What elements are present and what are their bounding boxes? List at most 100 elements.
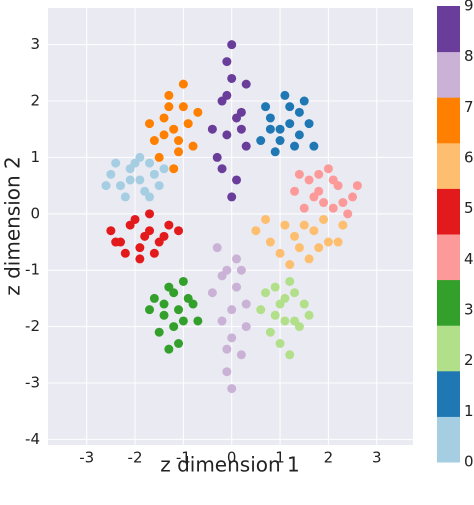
point	[290, 288, 300, 298]
point	[159, 113, 169, 123]
x-tick-label: -1	[176, 449, 191, 467]
point	[328, 175, 338, 185]
point	[261, 288, 271, 298]
colorbar-segment	[437, 370, 460, 417]
point	[159, 299, 169, 309]
point	[261, 102, 271, 112]
point	[207, 124, 217, 134]
point	[314, 186, 324, 196]
colorbar-tick-label: 9	[464, 0, 474, 15]
point	[212, 243, 222, 253]
point	[338, 220, 348, 230]
point	[299, 96, 309, 106]
point	[270, 147, 280, 157]
colorbar-tick-label: 8	[464, 47, 474, 65]
plot-area	[48, 8, 413, 445]
x-tick-label: 0	[227, 449, 237, 467]
point	[174, 339, 184, 349]
point	[174, 136, 184, 146]
point	[275, 124, 285, 134]
point	[101, 181, 111, 191]
point	[178, 276, 188, 286]
point	[319, 198, 329, 208]
colorbar-tick-label: 5	[464, 199, 474, 217]
point	[227, 40, 237, 50]
point	[169, 124, 179, 134]
point	[149, 136, 159, 146]
x-tick-label: 3	[372, 449, 382, 467]
point	[145, 119, 155, 129]
colorbar-segment	[437, 279, 460, 326]
point	[145, 209, 155, 219]
point	[164, 220, 174, 230]
point	[164, 282, 174, 292]
point	[120, 248, 130, 258]
point	[285, 119, 295, 129]
point	[227, 73, 237, 83]
point	[348, 192, 358, 202]
point	[164, 90, 174, 100]
point	[217, 271, 227, 281]
point	[241, 322, 251, 332]
point	[290, 186, 300, 196]
point	[241, 141, 251, 151]
colorbar-segment	[437, 6, 460, 53]
point	[256, 305, 266, 315]
point	[154, 327, 164, 337]
point	[280, 220, 290, 230]
point	[314, 243, 324, 253]
point	[285, 276, 295, 286]
point	[174, 147, 184, 157]
colorbar-segment	[437, 188, 460, 235]
point	[299, 299, 309, 309]
y-tick-label: 0	[30, 204, 40, 222]
point	[275, 339, 285, 349]
y-tick-label: -3	[25, 373, 40, 391]
point	[169, 322, 179, 332]
colorbar-segment	[437, 234, 460, 281]
point	[111, 237, 121, 247]
point	[290, 141, 300, 151]
point	[236, 107, 246, 117]
y-axis-label: z dimension 2	[1, 156, 25, 296]
point	[212, 152, 222, 162]
point	[149, 293, 159, 303]
point	[285, 350, 295, 360]
point	[299, 220, 309, 230]
point	[256, 136, 266, 146]
point	[222, 90, 232, 100]
point	[343, 209, 353, 219]
point	[294, 169, 304, 179]
point	[280, 90, 290, 100]
point	[232, 254, 242, 264]
y-tick-label: 1	[30, 148, 40, 166]
y-tick-label: 2	[30, 92, 40, 110]
point	[159, 130, 169, 140]
point	[207, 288, 217, 298]
point	[241, 79, 251, 89]
point	[304, 175, 314, 185]
point	[236, 265, 246, 275]
point	[304, 119, 314, 129]
point	[125, 175, 135, 185]
y-tick-label: -4	[25, 430, 40, 448]
x-tick-label: -3	[79, 449, 94, 467]
point	[178, 79, 188, 89]
point	[183, 293, 193, 303]
point	[135, 152, 145, 162]
point	[135, 175, 145, 185]
colorbar-tick-label: 1	[464, 402, 474, 420]
point	[323, 237, 333, 247]
point	[323, 164, 333, 174]
colorbar-tick-label: 2	[464, 351, 474, 369]
point	[333, 237, 343, 247]
colorbar-segment	[437, 97, 460, 144]
point	[299, 203, 309, 213]
point	[275, 299, 285, 309]
point	[145, 305, 155, 315]
point	[169, 164, 179, 174]
point	[309, 141, 319, 151]
point	[285, 260, 295, 270]
point	[227, 192, 237, 202]
point	[174, 305, 184, 315]
